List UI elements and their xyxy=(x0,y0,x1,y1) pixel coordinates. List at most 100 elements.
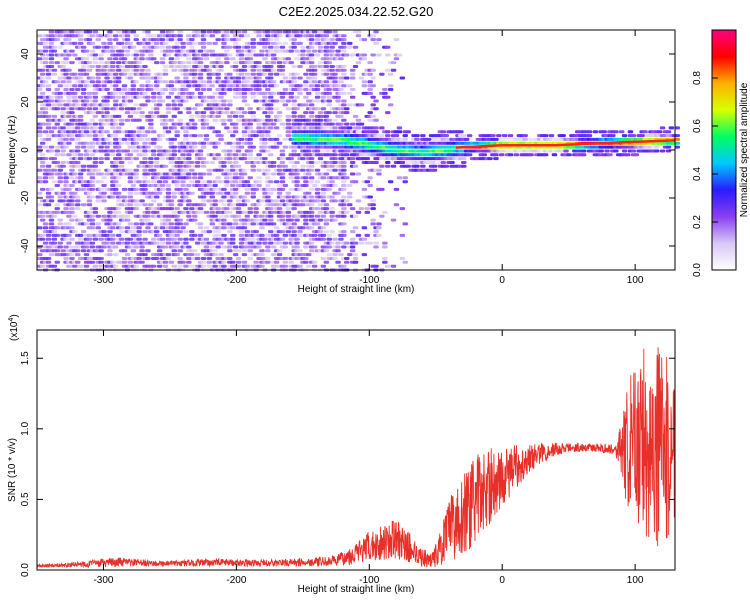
spectrogram-cell xyxy=(291,230,297,234)
spectrogram-cell xyxy=(92,264,99,268)
spectrogram-cell xyxy=(279,45,286,49)
spectrogram-cell xyxy=(86,237,93,241)
spectrogram-cell xyxy=(308,187,315,191)
spectrogram-cell xyxy=(162,80,169,84)
spectrogram-cell xyxy=(127,153,134,157)
spectrogram-cell xyxy=(57,245,63,249)
spectrogram-cell xyxy=(177,218,183,222)
spectrogram-cell xyxy=(139,249,145,253)
spectrogram-cell xyxy=(159,134,166,138)
spectrogram-cell xyxy=(101,41,107,45)
spectrogram-cell xyxy=(66,76,72,80)
spectrogram-cell xyxy=(107,210,113,214)
spectrogram-cell xyxy=(69,199,75,203)
spectrogram-cell xyxy=(604,149,610,153)
spectrogram-cell xyxy=(308,241,315,245)
spectrogram-cell xyxy=(349,122,356,126)
spectrogram-cell xyxy=(77,218,84,222)
spectrogram-cell xyxy=(180,91,186,95)
spectrogram-cell xyxy=(107,38,113,42)
spectrogram-cell xyxy=(268,230,274,234)
spectrogram-cell xyxy=(215,76,221,80)
spectrogram-cell xyxy=(294,195,300,199)
spectrogram-cell xyxy=(265,134,271,138)
spectrogram-cell xyxy=(235,30,242,34)
spectrogram-cell xyxy=(306,253,312,257)
spectrogram-cell xyxy=(77,153,84,157)
spectrogram-cell xyxy=(668,126,675,130)
snr-y-tick-label: 1.0 xyxy=(20,421,31,435)
spectrogram-cell xyxy=(86,84,93,88)
spectrogram-y-tick-label: 0 xyxy=(20,147,31,153)
spectrogram-cell xyxy=(326,111,332,115)
spectrogram-cell xyxy=(98,53,104,57)
spectrogram-cell xyxy=(291,233,297,237)
spectrogram-cell xyxy=(48,57,55,61)
spectrogram-cell xyxy=(80,45,87,49)
spectrogram-cell xyxy=(329,207,335,211)
spectrogram-cell xyxy=(379,72,385,76)
spectrogram-cell xyxy=(194,241,201,245)
spectrogram-cell xyxy=(171,195,177,199)
spectrogram-cell xyxy=(45,191,52,195)
spectrogram-cell xyxy=(344,210,350,214)
spectrogram-cell xyxy=(63,137,69,141)
spectrogram-cell xyxy=(235,80,242,84)
spectrogram-cell xyxy=(66,68,72,72)
spectrogram-cell xyxy=(370,84,376,88)
spectrogram-cell xyxy=(250,191,256,195)
spectrogram-cell xyxy=(300,226,306,230)
spectrogram-cell xyxy=(262,45,268,49)
spectrogram-cell xyxy=(373,230,379,234)
spectrogram-cell xyxy=(174,134,180,138)
spectrogram-cell xyxy=(387,180,394,184)
spectrogram-cell xyxy=(232,61,239,65)
spectrogram-cell xyxy=(308,214,315,218)
spectrogram-cell xyxy=(256,65,262,68)
spectrogram-cell xyxy=(358,76,365,80)
spectrogram-cell xyxy=(116,145,122,149)
spectrogram-cell xyxy=(227,161,233,164)
spectrogram-cell xyxy=(127,195,134,199)
colorbar-scale xyxy=(711,29,737,271)
spectrogram-cell xyxy=(60,191,66,195)
spectrogram-cell xyxy=(241,65,248,68)
spectrogram-cell xyxy=(110,65,116,68)
spectrogram-cell xyxy=(39,164,46,168)
spectrogram-cell xyxy=(130,107,137,111)
spectrogram-cell xyxy=(268,76,274,80)
spectrogram-cell xyxy=(466,153,473,157)
spectrogram-cell xyxy=(308,157,315,161)
spectrogram-cell xyxy=(89,187,96,191)
spectrogram-cell xyxy=(151,237,157,241)
spectrogram-cell xyxy=(308,168,315,172)
spectrogram-cell xyxy=(69,257,75,260)
spectrogram-cell xyxy=(247,88,253,91)
spectrogram-cell xyxy=(177,203,183,207)
spectrogram-cell xyxy=(341,45,347,49)
spectrogram-cell xyxy=(385,264,391,268)
spectrogram-cell xyxy=(279,95,286,99)
spectrogram-cell xyxy=(276,134,283,138)
spectrogram-cell xyxy=(218,199,224,203)
spectrogram-cell xyxy=(154,157,160,161)
spectrogram-cell xyxy=(364,180,370,184)
spectrogram-cell xyxy=(66,153,72,157)
spectrogram-cell xyxy=(314,99,321,103)
spectrogram-cell xyxy=(124,141,131,145)
spectrogram-cell xyxy=(186,65,192,68)
spectrogram-cell xyxy=(124,95,131,99)
spectrogram-cell xyxy=(335,241,341,245)
spectrogram-cell xyxy=(165,184,172,187)
spectrogram-cell xyxy=(349,68,356,72)
spectrogram-cell xyxy=(232,191,239,195)
spectrogram-cell xyxy=(218,168,224,172)
spectrogram-cell xyxy=(461,164,467,168)
spectrogram-cell xyxy=(136,226,142,230)
spectrogram-cell xyxy=(610,134,616,138)
spectrogram-cell xyxy=(402,137,408,141)
spectrogram-cell xyxy=(89,49,96,53)
spectrogram-cell xyxy=(282,164,289,168)
spectrogram-cell xyxy=(218,157,224,161)
spectrogram-cell xyxy=(221,161,227,164)
